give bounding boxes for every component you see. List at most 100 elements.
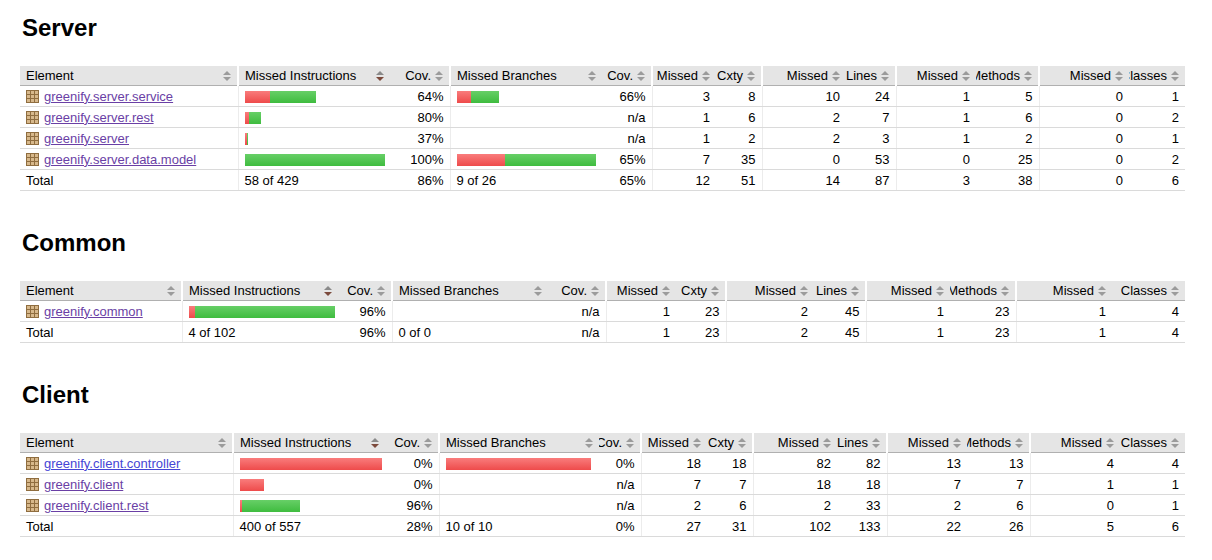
- column-header-missed-instructions[interactable]: Missed Instructions: [182, 281, 338, 301]
- missed-bar: [245, 91, 270, 103]
- counter-cell-cxty: 8: [716, 86, 762, 107]
- column-header-element[interactable]: Element: [20, 433, 233, 453]
- column-header-missed-methods[interactable]: Missed: [887, 433, 967, 453]
- branch-coverage-cell: n/a: [602, 107, 652, 128]
- element-cell: greenify.server.rest: [20, 107, 238, 128]
- column-header-missed-instructions[interactable]: Missed Instructions: [238, 66, 390, 86]
- column-header-classes[interactable]: Classes: [1120, 433, 1185, 453]
- total-instruction-coverage: 96%: [338, 322, 392, 343]
- column-header-missed-lines[interactable]: Missed: [753, 433, 837, 453]
- sort-icon: [1115, 71, 1123, 81]
- total-row: Total4 of 10296%0 of 0n/a12324512314: [20, 322, 1185, 343]
- counter-cell-missed-classes: 0: [1039, 128, 1129, 149]
- table-row: greenify.client0%n/a7718187711: [20, 474, 1185, 495]
- section-common: Common ElementMissed InstructionsCov.Mis…: [20, 231, 1205, 343]
- missed-instructions-bar-cell: [233, 474, 385, 495]
- column-header-lines[interactable]: Lines: [814, 281, 866, 301]
- counter-cell-missed-cxty: 7: [641, 474, 707, 495]
- column-header-missed-branches[interactable]: Missed Branches: [439, 433, 599, 453]
- total-counter-missed-cxty: 1: [606, 322, 676, 343]
- sort-icon: [662, 286, 670, 296]
- sort-icon: [637, 71, 645, 81]
- counter-cell-methods: 13: [967, 453, 1030, 474]
- column-header-element[interactable]: Element: [20, 281, 182, 301]
- counter-cell-classes: 4: [1120, 453, 1185, 474]
- column-header-missed-cxty[interactable]: Missed: [606, 281, 676, 301]
- table-row: greenify.common96%n/a12324512314: [20, 301, 1185, 322]
- package-link[interactable]: greenify.server: [44, 131, 129, 146]
- column-header-missed-classes[interactable]: Missed: [1039, 66, 1129, 86]
- branch-coverage-cell: 65%: [602, 149, 652, 170]
- sort-icon: [800, 286, 808, 296]
- column-header-instruction-coverage[interactable]: Cov.: [338, 281, 392, 301]
- column-header-cxty[interactable]: Cxty: [716, 66, 762, 86]
- column-header-missed-lines[interactable]: Missed: [726, 281, 814, 301]
- column-header-cxty[interactable]: Cxty: [676, 281, 726, 301]
- package-link[interactable]: greenify.common: [44, 304, 143, 319]
- sort-icon: [588, 71, 596, 81]
- counter-cell-missed-classes: 0: [1030, 495, 1120, 516]
- sort-icon: [1024, 71, 1032, 81]
- column-header-missed-branches[interactable]: Missed Branches: [392, 281, 548, 301]
- column-header-methods[interactable]: Methods: [967, 433, 1030, 453]
- column-header-missed-methods[interactable]: Missed: [866, 281, 950, 301]
- column-header-methods[interactable]: Methods: [976, 66, 1039, 86]
- column-header-missed-instructions[interactable]: Missed Instructions: [233, 433, 385, 453]
- counter-cell-cxty: 18: [707, 453, 753, 474]
- package-link[interactable]: greenify.client: [44, 477, 123, 492]
- sort-icon: [435, 71, 443, 81]
- total-counter-lines: 87: [846, 170, 896, 191]
- column-header-branch-coverage[interactable]: Cov.: [599, 433, 641, 453]
- package-link[interactable]: greenify.server.rest: [44, 110, 154, 125]
- sort-descending-icon: [371, 438, 379, 448]
- package-link[interactable]: greenify.server.service: [44, 89, 173, 104]
- counter-cell-classes: 1: [1120, 495, 1185, 516]
- column-header-branch-coverage[interactable]: Cov.: [602, 66, 652, 86]
- sort-icon: [591, 286, 599, 296]
- sort-icon: [711, 286, 719, 296]
- column-header-missed-branches[interactable]: Missed Branches: [450, 66, 602, 86]
- branch-coverage-cell: n/a: [602, 128, 652, 149]
- column-header-lines[interactable]: Lines: [837, 433, 887, 453]
- sort-icon: [167, 286, 175, 296]
- column-header-missed-cxty[interactable]: Missed: [652, 66, 716, 86]
- column-header-label: Element: [26, 68, 74, 83]
- column-header-cxty[interactable]: Cxty: [707, 433, 753, 453]
- total-missed-branches: 10 of 10: [439, 516, 599, 537]
- counter-cell-missed-classes: 1: [1030, 474, 1120, 495]
- package-link[interactable]: greenify.server.data.model: [44, 152, 196, 167]
- counter-cell-methods: 23: [950, 301, 1016, 322]
- column-header-label: Element: [26, 283, 74, 298]
- total-missed-branches: 9 of 26: [450, 170, 602, 191]
- column-header-branch-coverage[interactable]: Cov.: [548, 281, 606, 301]
- sort-icon: [832, 71, 840, 81]
- column-header-element[interactable]: Element: [20, 66, 238, 86]
- column-header-classes[interactable]: Classes: [1129, 66, 1185, 86]
- package-icon: [26, 478, 39, 491]
- package-link[interactable]: greenify.client.rest: [44, 498, 149, 513]
- counter-cell-missed-cxty: 2: [641, 495, 707, 516]
- package-icon: [26, 153, 39, 166]
- coverage-table: ElementMissed InstructionsCov.Missed Bra…: [20, 433, 1185, 537]
- column-header-instruction-coverage[interactable]: Cov.: [390, 66, 450, 86]
- column-header-classes[interactable]: Classes: [1112, 281, 1185, 301]
- column-header-missed-cxty[interactable]: Missed: [641, 433, 707, 453]
- column-header-missed-lines[interactable]: Missed: [762, 66, 846, 86]
- counter-cell-missed-lines: 0: [762, 149, 846, 170]
- counter-cell-missed-lines: 2: [753, 495, 837, 516]
- missed-bar: [457, 91, 471, 103]
- column-header-instruction-coverage[interactable]: Cov.: [385, 433, 439, 453]
- column-header-missed-classes[interactable]: Missed: [1030, 433, 1120, 453]
- counter-cell-methods: 5: [976, 86, 1039, 107]
- counter-cell-missed-classes: 0: [1039, 86, 1129, 107]
- column-header-label: Cxty: [717, 68, 743, 83]
- sort-icon: [1171, 286, 1179, 296]
- column-header-lines[interactable]: Lines: [846, 66, 896, 86]
- package-link[interactable]: greenify.client.controller: [44, 456, 180, 471]
- total-counter-missed-lines: 102: [753, 516, 837, 537]
- column-header-label: Missed Instructions: [189, 283, 300, 298]
- total-instruction-coverage: 86%: [390, 170, 450, 191]
- column-header-missed-methods[interactable]: Missed: [896, 66, 976, 86]
- column-header-missed-classes[interactable]: Missed: [1016, 281, 1112, 301]
- column-header-methods[interactable]: Methods: [950, 281, 1016, 301]
